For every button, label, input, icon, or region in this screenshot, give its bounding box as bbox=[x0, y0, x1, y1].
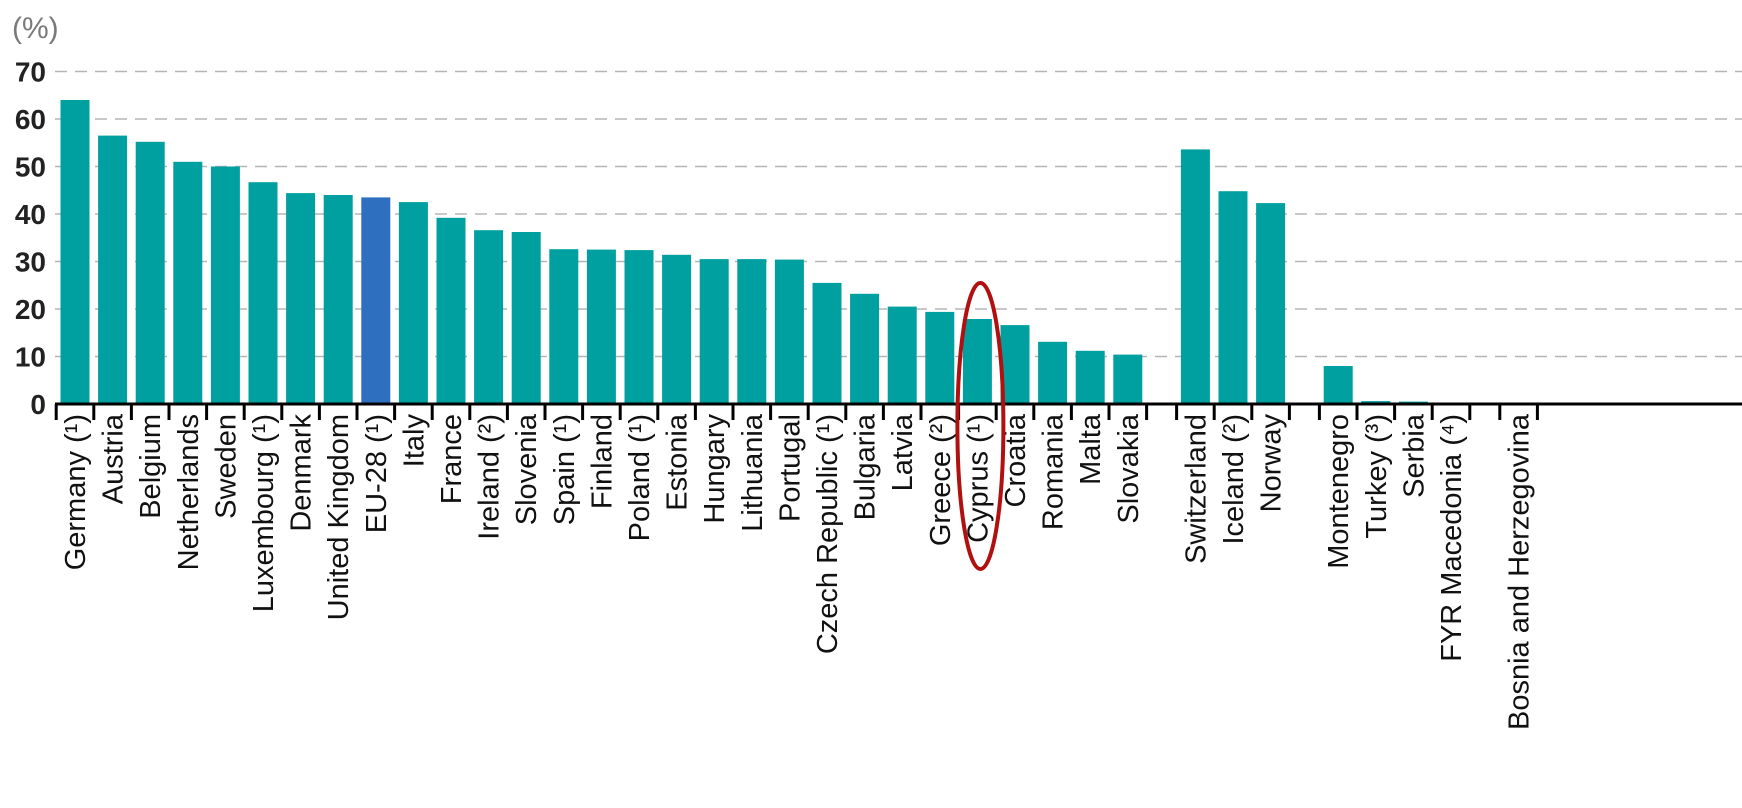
bar bbox=[60, 100, 90, 404]
x-axis-labels: Germany (¹) Austria Belgium Netherlands Swed… bbox=[60, 413, 1536, 730]
y-tick-label: 30 bbox=[15, 247, 46, 278]
bar bbox=[210, 166, 240, 404]
bar bbox=[850, 293, 880, 404]
x-tick-label: Czech Republic (¹) bbox=[812, 414, 844, 654]
bar bbox=[323, 195, 353, 404]
x-tick-label: Austria bbox=[98, 413, 130, 504]
bars bbox=[60, 100, 1428, 405]
bar bbox=[398, 202, 428, 404]
bar bbox=[624, 250, 654, 404]
x-tick-label: Bulgaria bbox=[850, 413, 882, 520]
x-tick-label: Iceland (²) bbox=[1218, 414, 1250, 545]
x-tick-label: Malta bbox=[1075, 413, 1107, 485]
highlight-ellipse bbox=[955, 281, 1006, 571]
bar bbox=[248, 182, 278, 404]
bar bbox=[586, 249, 616, 404]
y-axis-unit-label: (%) bbox=[12, 12, 59, 45]
x-tick-label: Italy bbox=[398, 414, 430, 468]
bar bbox=[1323, 366, 1353, 404]
x-tick-label: Romania bbox=[1038, 413, 1070, 530]
x-tick-label: EU-28 (¹) bbox=[361, 414, 393, 533]
x-tick-label: Serbia bbox=[1398, 413, 1430, 498]
x-tick-label: Poland (¹) bbox=[624, 414, 656, 541]
bar bbox=[774, 259, 804, 404]
bar bbox=[1218, 191, 1248, 404]
bar bbox=[361, 197, 391, 404]
bar bbox=[699, 259, 729, 404]
x-tick-label: FYR Macedonia (⁴) bbox=[1436, 414, 1468, 662]
bar bbox=[474, 230, 504, 404]
x-tick-label: United Kingdom bbox=[323, 414, 355, 620]
y-tick-label: 10 bbox=[15, 342, 46, 373]
bar bbox=[1000, 325, 1030, 404]
x-axis bbox=[54, 402, 1742, 420]
x-tick-label: Germany (¹) bbox=[60, 414, 92, 570]
bar bbox=[98, 135, 128, 404]
bar bbox=[887, 306, 917, 404]
bar bbox=[173, 161, 203, 405]
x-tick-label: Greece (²) bbox=[925, 414, 957, 546]
bar bbox=[436, 217, 466, 404]
x-tick-label: Slovakia bbox=[1113, 413, 1145, 523]
bar bbox=[962, 319, 992, 404]
x-tick-label: Sweden bbox=[210, 414, 242, 519]
x-tick-label: France bbox=[436, 414, 468, 504]
bar bbox=[812, 282, 842, 404]
y-tick-label: 70 bbox=[15, 57, 46, 88]
x-tick-label: Portugal bbox=[774, 414, 806, 522]
x-tick-label: Switzerland bbox=[1180, 414, 1212, 564]
bar bbox=[549, 249, 579, 404]
bar bbox=[1113, 354, 1143, 404]
x-tick-label: Norway bbox=[1256, 414, 1288, 513]
x-tick-label: Netherlands bbox=[173, 414, 205, 570]
x-tick-label: Bosnia and Herzegovina bbox=[1504, 413, 1536, 730]
annotations bbox=[955, 281, 1006, 571]
x-tick-label: Hungary bbox=[699, 414, 731, 524]
y-axis-ticks: 0 10 20 30 40 50 60 70 bbox=[15, 57, 46, 421]
x-tick-label: Estonia bbox=[662, 413, 694, 511]
bar bbox=[286, 193, 316, 404]
bar bbox=[1075, 350, 1105, 404]
x-tick-label: Ireland (²) bbox=[474, 414, 506, 540]
y-tick-label: 50 bbox=[15, 152, 46, 183]
bar bbox=[135, 141, 165, 405]
bar bbox=[925, 311, 955, 404]
bar bbox=[1256, 203, 1286, 404]
x-tick-label: Turkey (³) bbox=[1361, 414, 1393, 539]
x-tick-label: Luxembourg (¹) bbox=[248, 414, 280, 612]
bar bbox=[511, 232, 541, 404]
x-tick-label: Belgium bbox=[135, 414, 167, 519]
x-tick-label: Latvia bbox=[887, 413, 919, 491]
y-tick-label: 60 bbox=[15, 104, 46, 135]
y-tick-label: 20 bbox=[15, 294, 46, 325]
y-tick-label: 40 bbox=[15, 199, 46, 230]
x-tick-label: Lithuania bbox=[737, 413, 769, 532]
x-tick-label: Cyprus (¹) bbox=[962, 414, 994, 543]
bar bbox=[737, 259, 767, 404]
x-tick-label: Slovenia bbox=[511, 413, 543, 525]
bar bbox=[1180, 149, 1210, 404]
bar bbox=[1038, 341, 1068, 404]
x-tick-label: Finland bbox=[586, 414, 618, 509]
y-tick-label: 0 bbox=[30, 389, 46, 420]
bar bbox=[662, 254, 692, 404]
x-tick-label: Spain (¹) bbox=[549, 414, 581, 525]
x-tick-label: Montenegro bbox=[1323, 414, 1355, 569]
x-tick-label: Denmark bbox=[286, 414, 318, 532]
